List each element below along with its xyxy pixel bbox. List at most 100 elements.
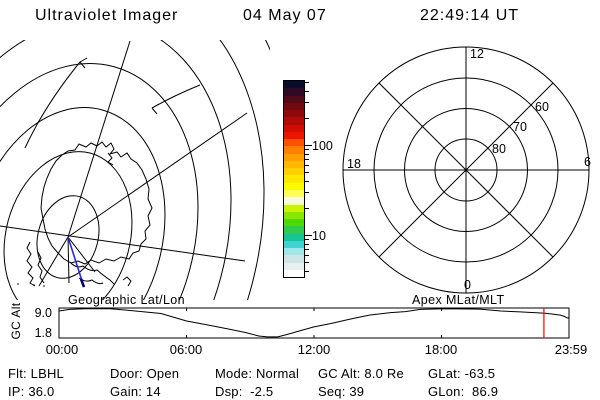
xtick-2359: 23:59 — [554, 342, 588, 357]
direction-arrow — [152, 104, 159, 108]
colorbar-band — [284, 124, 304, 132]
coastline-path — [123, 277, 131, 286]
latitude-ring — [28, 189, 108, 286]
colorbar-band — [284, 153, 304, 161]
direction-arrow — [80, 58, 87, 62]
meridian-ray — [68, 113, 247, 237]
colorbar-tick — [305, 262, 309, 263]
mlt-ray — [379, 170, 466, 257]
xtick-0600: 06:00 — [169, 342, 203, 357]
colorbar-band — [284, 219, 304, 227]
mlat-ring-label: 70 — [513, 120, 527, 134]
latitude-ring — [0, 86, 193, 300]
mlt-hour-label: 0 — [464, 278, 471, 292]
colorbar-band — [284, 88, 304, 96]
status-seq: Seq: 39 — [318, 384, 365, 399]
colorbar-band — [284, 233, 304, 241]
colorbar-band — [284, 182, 304, 190]
colorbar-band — [284, 160, 304, 169]
meridian-cross-line — [0, 226, 245, 261]
colorbar-band — [284, 211, 304, 220]
geographic-map-plot — [0, 40, 270, 300]
colorbar-band — [284, 226, 304, 234]
mlt-ray — [466, 170, 553, 257]
gc-ytick-9: 9.0 — [34, 306, 52, 320]
gc-alt-timeline-plot — [0, 294, 600, 360]
colorbar-band — [284, 197, 304, 205]
gc-alt-curve — [59, 309, 569, 337]
colorbar-tick — [305, 91, 309, 92]
status-flt: Flt: LBHL — [8, 366, 64, 381]
mlt-ray — [466, 83, 553, 170]
coastline-islet — [43, 285, 45, 287]
coastline-islet — [17, 283, 19, 285]
geo-plot-title: Geographic Lat/Lon — [68, 293, 186, 307]
mlt-hour-label: 18 — [347, 157, 361, 171]
gc-ytick-1-8: 1.8 — [34, 326, 52, 340]
colorbar-tick-100: 100 — [312, 139, 333, 153]
colorbar — [283, 80, 305, 278]
colorbar-band — [284, 255, 304, 263]
status-glon: GLon: 86.9 — [428, 384, 499, 399]
coastline-islet — [33, 284, 35, 286]
colorbar-band — [284, 139, 304, 147]
colorbar-band — [284, 262, 304, 270]
colorbar-tick — [305, 181, 309, 182]
colorbar-tick — [305, 159, 309, 160]
satellite-footprint-track — [68, 237, 84, 287]
colorbar-tick-10: 10 — [312, 229, 326, 243]
colorbar-tick — [305, 145, 312, 146]
orbit-track-arc — [25, 62, 80, 148]
orbit-track-arc — [152, 85, 200, 108]
meridian-ray — [68, 237, 95, 272]
colorbar-band — [284, 146, 304, 154]
polar-plot-title: Apex MLat/MLT — [412, 293, 505, 307]
latitude-ring — [0, 40, 235, 300]
coastline-path — [27, 242, 35, 286]
status-door: Door: Open — [110, 366, 180, 381]
latitude-ring — [0, 40, 270, 300]
meridian-ray — [68, 41, 130, 237]
latitude-ring — [0, 40, 270, 300]
app-title: Ultraviolet Imager — [35, 7, 179, 24]
colorbar-tick — [305, 249, 309, 250]
colorbar-band — [284, 102, 304, 111]
coastline-path — [108, 153, 113, 165]
colorbar-tick — [305, 82, 309, 83]
colorbar-band — [284, 240, 304, 249]
mlt-hour-label: 6 — [584, 155, 591, 169]
colorbar-band — [284, 248, 304, 256]
time-readout: 22:49:14 UT — [420, 7, 520, 24]
coastline-path — [41, 142, 152, 264]
mlt-ray — [379, 83, 466, 170]
status-gain: Gain: 14 — [110, 384, 161, 399]
status-dsp: Dsp: -2.5 — [215, 384, 274, 399]
colorbar-band — [284, 81, 304, 89]
colorbar-tick — [305, 102, 309, 103]
colorbar-band — [284, 168, 304, 176]
status-ip: IP: 36.0 — [8, 384, 55, 399]
xtick-1200: 12:00 — [297, 342, 331, 357]
status-mode: Mode: Normal — [215, 366, 300, 381]
date-readout: 04 May 07 — [243, 7, 327, 24]
colorbar-tick — [305, 192, 309, 193]
mlat-ring-label: 80 — [492, 142, 506, 156]
colorbar-tick — [305, 149, 309, 150]
colorbar-band — [284, 269, 304, 278]
colorbar-tick — [305, 172, 309, 173]
colorbar-band — [284, 110, 304, 118]
colorbar-band — [284, 175, 304, 183]
colorbar-tick — [305, 165, 309, 166]
coastline-path — [79, 278, 103, 284]
coastline-path — [70, 262, 114, 284]
status-glat: GLat: -63.5 — [428, 366, 496, 381]
colorbar-tick — [305, 239, 309, 240]
xtick-0000: 00:00 — [45, 342, 79, 357]
xtick-1800: 18:00 — [424, 342, 458, 357]
latitude-ring — [0, 137, 150, 300]
colorbar-band — [284, 117, 304, 125]
gc-plot-frame — [59, 308, 569, 338]
colorbar-tick — [305, 235, 312, 236]
satellite-footprint-tip — [81, 279, 84, 287]
